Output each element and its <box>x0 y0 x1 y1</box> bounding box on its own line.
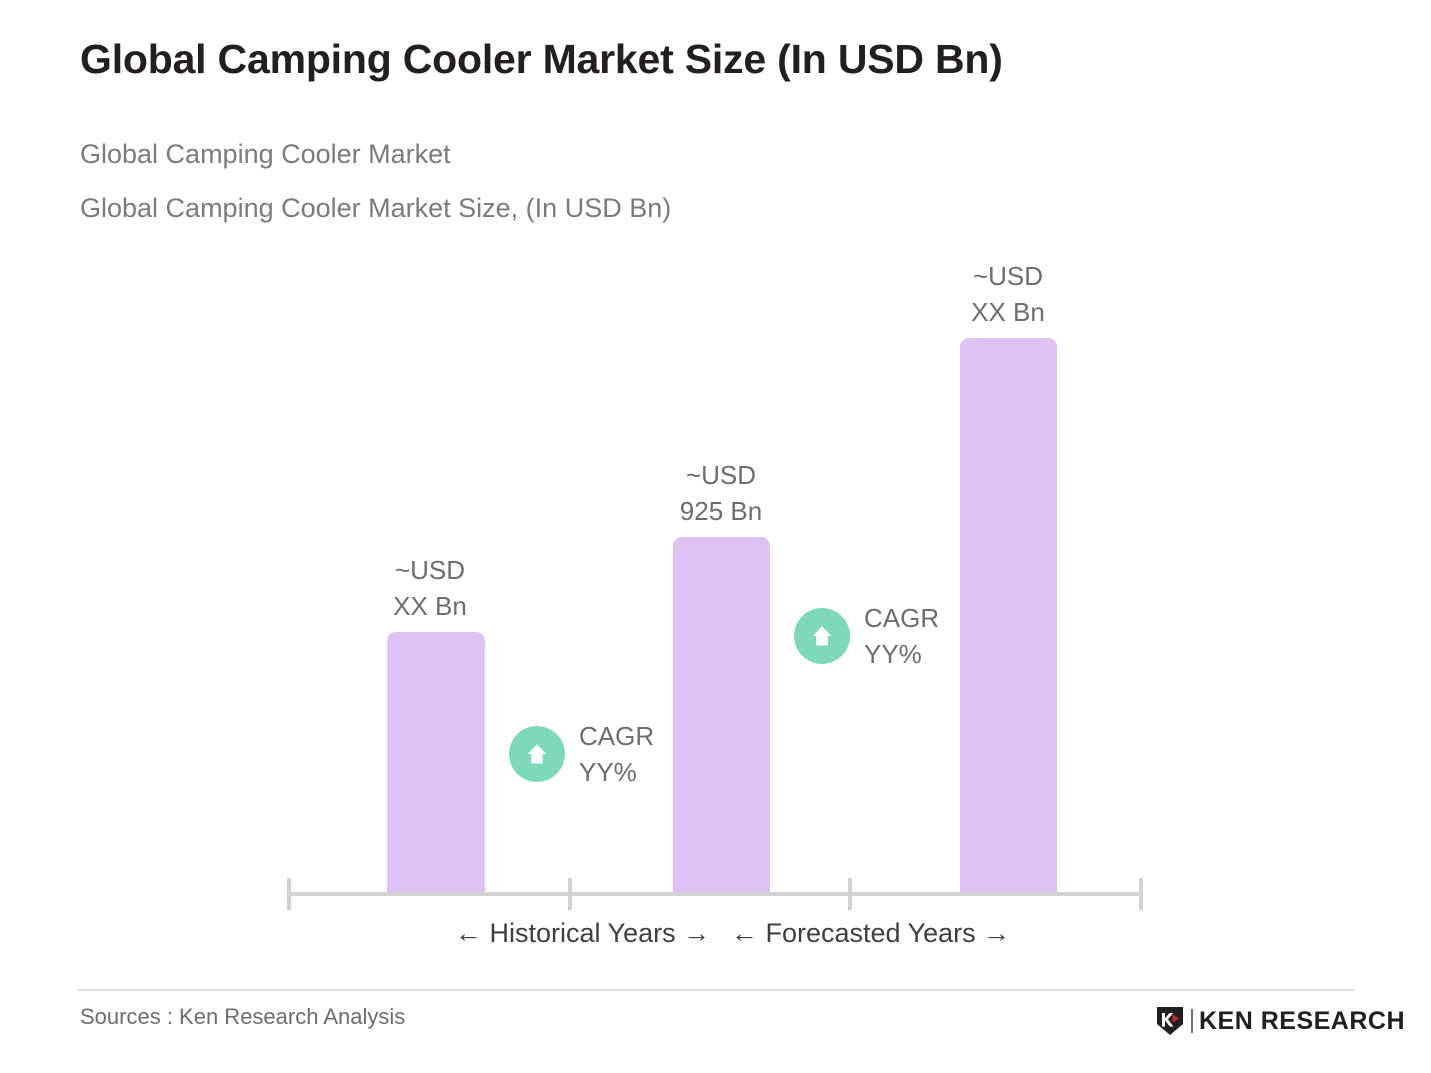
bar-forecast-year <box>960 338 1057 894</box>
footer-divider <box>78 989 1354 991</box>
brand-logo: KEN RESEARCH <box>1155 1002 1405 1040</box>
bar-value-label-1: ~USD XX Bn <box>393 555 467 621</box>
up-arrow-icon <box>509 726 565 782</box>
brand-logo-text: KEN RESEARCH <box>1199 1006 1406 1035</box>
x-axis-line <box>287 892 1143 896</box>
period-label-forecast: ← Forecasted Years → <box>731 918 1011 948</box>
period-label-historical: ← Historical Years → <box>455 918 711 948</box>
logo-divider <box>1191 1009 1193 1033</box>
axis-tick-divider-2 <box>848 878 852 910</box>
bar-base-year <box>673 537 770 894</box>
cagr-label-1: CAGR YY% <box>579 721 655 787</box>
bar-historical-year <box>387 632 485 894</box>
cagr-annotation-2: CAGR YY% <box>794 600 939 672</box>
up-arrow-icon <box>794 608 850 664</box>
axis-tick-end <box>1139 878 1143 910</box>
subtitle-market-name: Global Camping Cooler Market <box>80 139 451 169</box>
bar-value-label-2: ~USD 925 Bn <box>679 460 763 526</box>
page-title: Global Camping Cooler Market Size (In US… <box>80 36 1003 82</box>
source-note: Sources : Ken Research Analysis <box>80 1004 406 1029</box>
subtitle-chart-caption: Global Camping Cooler Market Size, (In U… <box>80 193 672 223</box>
bar-value-label-3: ~USD XX Bn <box>971 261 1045 327</box>
axis-tick-start <box>287 878 291 910</box>
cagr-annotation-1: CAGR YY% <box>509 718 654 790</box>
chart-plot-area: ~USD XX Bn CAGR YY% ~USD 925 Bn CAGR YY% <box>287 261 1143 948</box>
cagr-label-2: CAGR YY% <box>864 603 940 669</box>
axis-tick-divider-1 <box>568 878 572 910</box>
ken-research-shield-icon <box>1157 1007 1183 1035</box>
